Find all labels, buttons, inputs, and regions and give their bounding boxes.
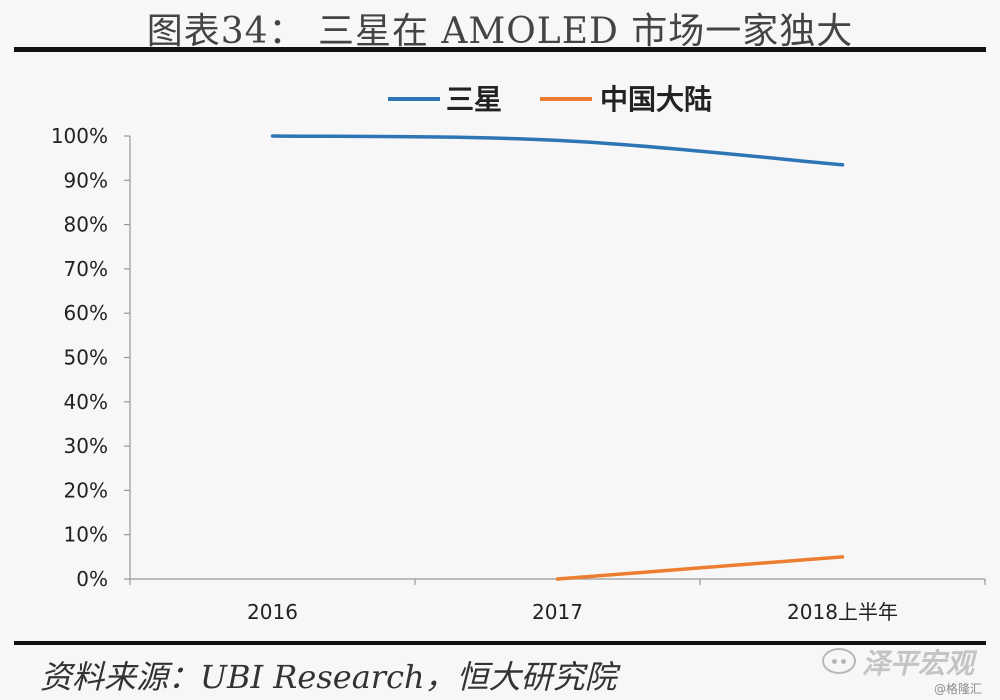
x-tick-label: 2017 [532,600,583,624]
bottom-rule [14,641,986,645]
chart-title: 图表34： 三星在 AMOLED 市场一家独大 [146,11,854,52]
y-tick-label: 0% [76,567,108,591]
series-line-samsung [270,134,845,167]
y-tick-label: 80% [64,213,108,237]
watermark-handle: @格隆汇 [933,682,982,696]
x-tick-label: 2016 [247,600,298,624]
y-tick-label: 20% [64,478,108,502]
y-tick-label: 100% [51,124,108,148]
y-tick-label: 30% [64,434,108,458]
series-lines [270,134,845,581]
axes: 0% 10% 20% 30% 40% 50% 60% 70% 80% 90% 100% 2016 201… [51,124,986,624]
y-tick-label: 10% [64,523,108,547]
source-note: 资料来源：UBI Research，恒大研究院 [40,658,617,696]
legend: 三星 中国大陆 [388,83,712,116]
watermark-name: 泽平宏观 [862,647,975,680]
watermark: 泽平宏观 @格隆汇 [822,640,982,698]
legend-label-china: 中国大陆 [600,83,712,116]
wechat-icon [822,648,856,674]
x-tick-label: 2018上半年 [787,600,898,624]
series-line-china [555,555,845,581]
legend-label-samsung: 三星 [446,83,502,116]
y-tick-label: 90% [64,168,108,192]
y-tick-label: 50% [64,346,108,370]
top-rule [14,47,986,52]
y-tick-label: 60% [64,301,108,325]
line-chart: 三星 中国大陆 0% 10% 20% 30% 40% 50% 60% 70% 80% 90% 100… [51,83,986,624]
y-tick-label: 70% [64,257,108,281]
y-tick-label: 40% [64,390,108,414]
